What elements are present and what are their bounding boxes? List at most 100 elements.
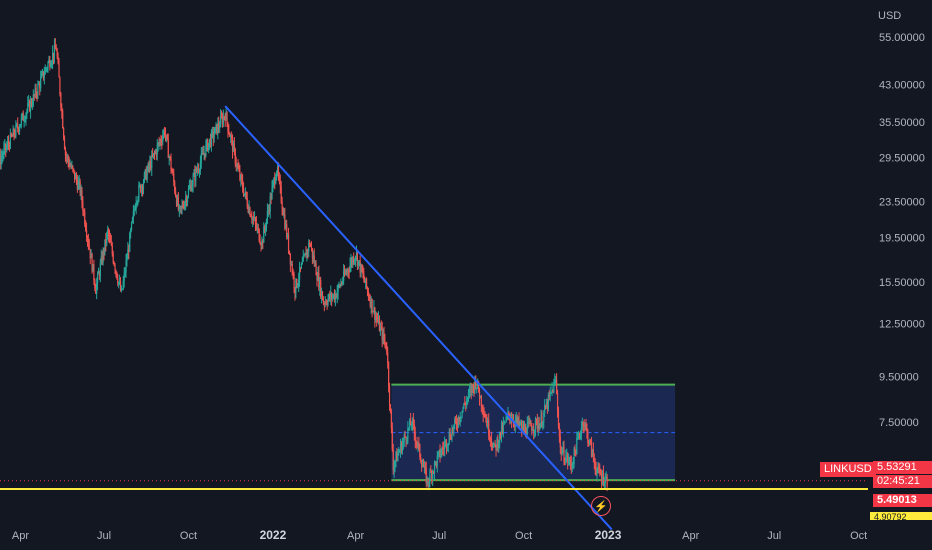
candle-body	[81, 189, 83, 203]
candle-body	[377, 319, 379, 322]
candle-body	[372, 311, 374, 313]
candle-body	[193, 172, 195, 177]
candle-body	[442, 448, 444, 450]
candle-body	[399, 450, 401, 453]
candle-body	[336, 291, 338, 298]
candle-body	[556, 379, 558, 393]
drawings[interactable]	[0, 105, 868, 531]
candle-body	[597, 466, 599, 472]
candle-body	[279, 180, 281, 186]
candle-body	[381, 327, 383, 341]
candle-body	[388, 362, 390, 387]
candle-body	[323, 303, 325, 305]
candle-body	[180, 206, 182, 208]
candle-body	[578, 434, 580, 438]
candle-body	[518, 418, 520, 425]
candle-body	[356, 253, 359, 266]
candle-body	[177, 197, 179, 210]
candle-body	[580, 427, 583, 435]
candle-body	[19, 124, 22, 127]
candle-body	[406, 439, 408, 441]
bar-countdown: 02:45:21	[873, 475, 932, 488]
candle-body	[604, 478, 606, 484]
candle-body	[493, 443, 495, 445]
candle-body	[189, 184, 191, 187]
candle-body	[151, 155, 153, 169]
candle-body	[114, 265, 116, 271]
candle-body	[426, 478, 428, 484]
candle-body	[319, 280, 321, 289]
candle-body	[402, 440, 404, 444]
candle-body	[444, 443, 446, 449]
candle-body	[28, 101, 30, 104]
candle-body	[128, 249, 130, 252]
candle-body	[72, 165, 74, 169]
candle-body	[45, 68, 47, 70]
lightning-icon[interactable]: ⚡	[591, 496, 611, 516]
candle-body	[300, 263, 302, 269]
candle-body	[522, 425, 524, 430]
candle-body	[496, 439, 498, 450]
candle-body	[550, 391, 552, 393]
candle-body	[348, 271, 350, 272]
candle-body	[410, 419, 412, 426]
candle-body	[248, 207, 250, 213]
candle-body	[317, 273, 319, 281]
candle-body	[380, 326, 382, 328]
candle-body	[462, 408, 464, 411]
candle-body	[302, 256, 304, 262]
candle-body	[224, 117, 226, 121]
candle-body	[94, 280, 96, 288]
candle-body	[148, 163, 150, 168]
candle-body	[421, 465, 424, 467]
candle-body	[112, 253, 114, 263]
candle-body	[354, 256, 357, 260]
candle-body	[552, 389, 554, 393]
candle-body	[192, 176, 194, 186]
candle-body	[132, 211, 134, 218]
candle-body	[298, 279, 300, 285]
candle-body	[34, 88, 36, 96]
candle-body	[573, 447, 575, 465]
candle-body	[48, 59, 50, 63]
time-axis[interactable]: Apr Jul Oct 2022 Apr Jul Oct 2023 Apr Jul Oct	[12, 528, 867, 542]
candle-body	[22, 113, 24, 121]
candle-body	[136, 202, 138, 203]
candle-body	[473, 385, 475, 391]
candle-body	[387, 352, 389, 363]
candle-body	[366, 287, 369, 292]
candle-body	[14, 135, 16, 136]
candle-body	[415, 441, 417, 443]
candle-body	[205, 144, 207, 157]
candle-body	[420, 456, 422, 462]
candle-body	[50, 65, 52, 67]
candle-body	[46, 68, 48, 70]
candle-body	[241, 175, 243, 181]
y-tick-label: 9.50000	[879, 371, 919, 383]
candle-body	[322, 300, 325, 304]
candle-body	[9, 133, 11, 148]
candle-body	[143, 172, 146, 183]
candle-body	[144, 169, 146, 173]
candle-body	[374, 307, 376, 320]
candle-body	[524, 426, 527, 435]
price-axis[interactable]: 55.00000 43.00000 35.50000 29.50000 23.50000…	[879, 32, 925, 472]
candle-body	[91, 254, 93, 272]
candle-body	[411, 419, 414, 426]
candle-body	[231, 138, 234, 152]
candle-body	[63, 128, 65, 138]
candle-body	[140, 185, 142, 192]
candle-body	[159, 140, 161, 144]
candle-body	[74, 170, 76, 180]
candle-body	[6, 146, 8, 150]
candle-body	[567, 454, 569, 463]
candle-body	[230, 135, 232, 137]
candle-body	[407, 427, 409, 440]
candle-body	[71, 165, 73, 168]
candle-body	[115, 270, 117, 273]
candle-body	[257, 227, 259, 230]
candle-body	[276, 171, 278, 179]
candle-body	[328, 294, 330, 299]
candle-body	[221, 117, 224, 124]
